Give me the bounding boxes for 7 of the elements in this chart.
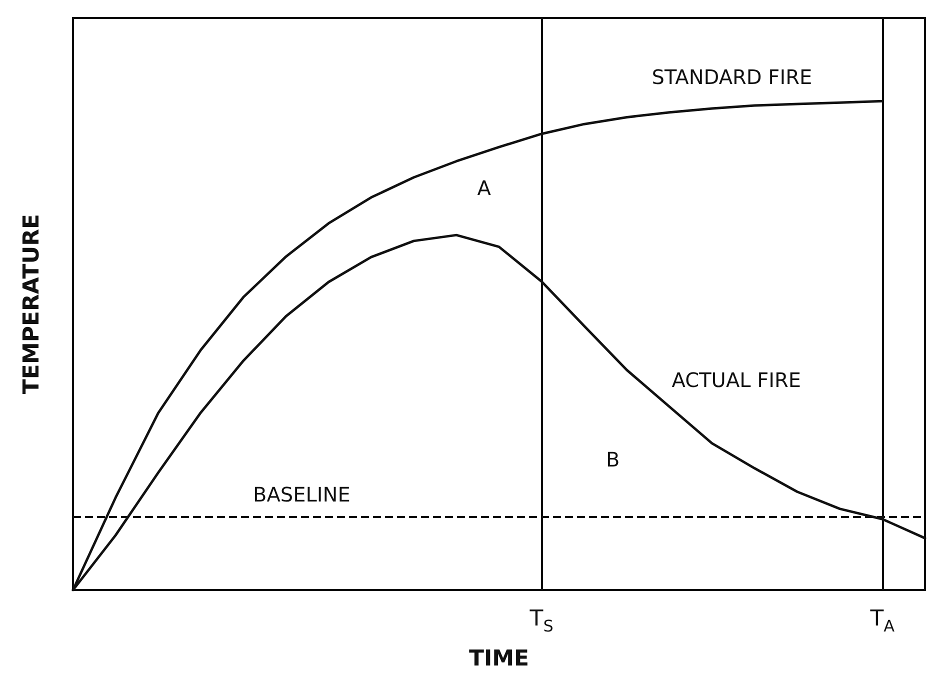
annotation: A (477, 176, 492, 200)
y-axis-title: TEMPERATURE (20, 214, 44, 394)
annotation: B (606, 447, 620, 472)
ref-line-label: BASELINE (253, 482, 350, 507)
series-label: STANDARD FIRE (652, 65, 812, 90)
x-axis-title: TIME (468, 646, 530, 672)
series-label: ACTUAL FIRE (672, 368, 802, 392)
